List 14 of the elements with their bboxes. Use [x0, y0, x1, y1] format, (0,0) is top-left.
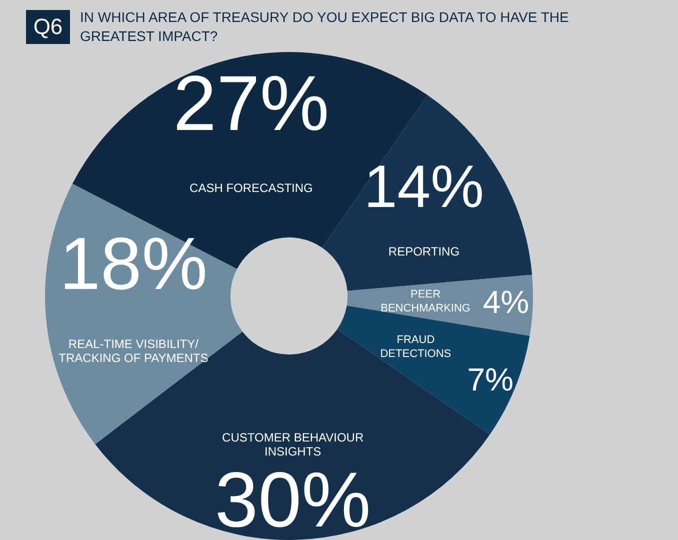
slice-label: CUSTOMER BEHAVIOUR INSIGHTS [222, 430, 364, 458]
text: Q6 [26, 10, 70, 44]
data-label: 7% [467, 361, 514, 398]
slice-label: PEER BENCHMARKING [380, 288, 470, 314]
slice-label: REPORTING [388, 244, 460, 259]
data-label: 18% [59, 222, 208, 305]
slice-label: FRAUD DETECTIONS [380, 334, 452, 360]
slice-label: CASH FORECASTING [190, 180, 313, 195]
data-label: 30% [214, 456, 371, 540]
data-label: 14% [364, 153, 484, 220]
chart-title: IN WHICH AREA OF TREASURY DO YOU EXPECT BIG DATA TO HAVE THE GREATEST IMPACT? [80, 8, 570, 46]
data-label: 4% [482, 284, 530, 320]
slice-label: REAL-TIME VISIBILITY/ TRACKING OF PAYMENTS [58, 336, 208, 365]
data-label: 27% [173, 58, 330, 147]
